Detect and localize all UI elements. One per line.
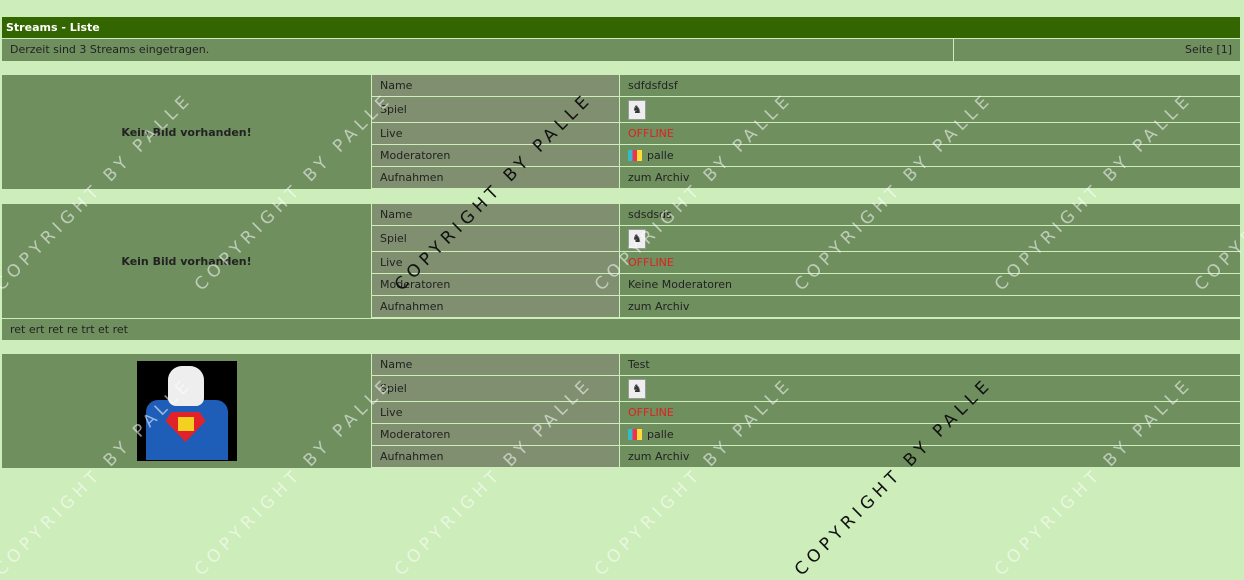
no-picture-text: Kein Bild vorhanden!: [2, 75, 372, 189]
label-game: Spiel: [372, 97, 620, 123]
label-name: Name: [372, 204, 620, 226]
live-status: OFFLINE: [620, 252, 1240, 274]
label-recordings: Aufnahmen: [372, 167, 620, 189]
archive-link[interactable]: zum Archiv: [620, 446, 1240, 468]
section-title: Streams - Liste: [2, 17, 1240, 38]
label-recordings: Aufnahmen: [372, 296, 620, 318]
label-game: Spiel: [372, 226, 620, 252]
label-moderators: Moderatoren: [372, 424, 620, 446]
no-picture-text: Kein Bild vorhanden!: [2, 204, 372, 318]
stream-entry: Name Test Spiel ♞ Live OFFLINE Moderatoren p…: [2, 354, 1240, 468]
moderators-text: Keine Moderatoren: [620, 274, 1240, 296]
moderator-link[interactable]: palle: [647, 149, 674, 162]
game-icon: ♞: [628, 99, 646, 120]
info-row: Derzeit sind 3 Streams eingetragen. Seit…: [2, 38, 1240, 61]
label-live: Live: [372, 123, 620, 145]
stream-picture: [2, 354, 372, 468]
page-indicator[interactable]: Seite [1]: [1185, 43, 1232, 56]
user-rank-icon: [628, 150, 642, 161]
stormtrooper-superman-image: [136, 361, 237, 461]
label-moderators: Moderatoren: [372, 145, 620, 167]
live-status: OFFLINE: [620, 123, 1240, 145]
stream-name: sdfdsfdsf: [620, 75, 1240, 97]
label-game: Spiel: [372, 376, 620, 402]
label-name: Name: [372, 75, 620, 97]
stream-name: sdsdsds: [620, 204, 1240, 226]
moderator-link[interactable]: palle: [647, 428, 674, 441]
label-live: Live: [372, 402, 620, 424]
stream-entry: Kein Bild vorhanden! Name sdfdsfdsf Spiel…: [2, 75, 1240, 189]
archive-link[interactable]: zum Archiv: [620, 296, 1240, 318]
stream-count: Derzeit sind 3 Streams eingetragen.: [2, 39, 954, 61]
game-icon: ♞: [628, 228, 646, 249]
stream-entry: Kein Bild vorhanden! Name sdsdsds Spiel ♞ …: [2, 204, 1240, 340]
user-rank-icon: [628, 429, 642, 440]
label-name: Name: [372, 354, 620, 376]
archive-link[interactable]: zum Archiv: [620, 167, 1240, 189]
stream-description: ret ert ret re trt et ret: [2, 318, 1240, 340]
live-status: OFFLINE: [620, 402, 1240, 424]
label-moderators: Moderatoren: [372, 274, 620, 296]
stream-name: Test: [620, 354, 1240, 376]
game-icon: ♞: [628, 378, 646, 399]
label-recordings: Aufnahmen: [372, 446, 620, 468]
label-live: Live: [372, 252, 620, 274]
